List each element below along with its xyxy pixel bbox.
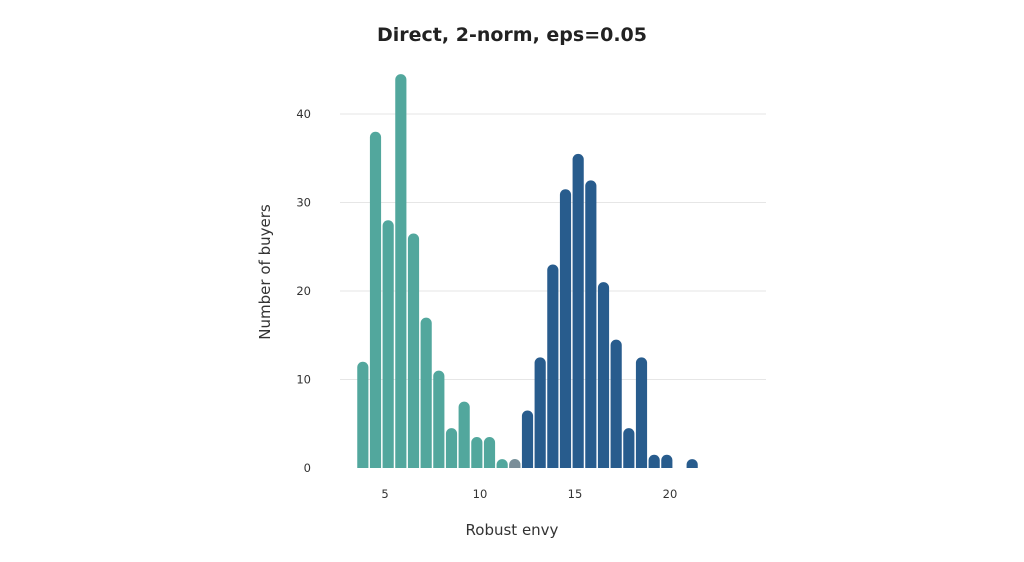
bar-series-b — [534, 357, 546, 468]
bar-series-b — [547, 264, 559, 468]
y-tick-label: 20 — [296, 284, 311, 298]
x-tick-label: 5 — [381, 487, 388, 501]
bar-series-a — [458, 401, 470, 468]
bar-series-a — [357, 361, 369, 468]
x-axis-ticks: 5 10 15 20 — [381, 487, 677, 501]
x-tick-label: 15 — [568, 487, 583, 501]
y-axis-ticks: 0 10 20 30 40 — [296, 107, 311, 475]
bar-series-b — [661, 454, 673, 468]
y-tick-label: 40 — [296, 107, 311, 121]
bar-series-a — [369, 131, 382, 468]
bar-series-b — [648, 454, 660, 468]
bar-series-b — [623, 428, 635, 468]
bar-series-b — [559, 189, 572, 468]
bar-series-a — [471, 437, 483, 468]
bar-series-b — [635, 357, 648, 468]
bar-series-b — [610, 339, 622, 468]
bar-series-b — [585, 180, 597, 468]
bar-series-b — [597, 282, 610, 468]
y-tick-label: 0 — [304, 461, 311, 475]
x-tick-label: 10 — [473, 487, 488, 501]
y-tick-label: 30 — [296, 196, 311, 210]
bar-series-b — [686, 459, 698, 468]
y-tick-label: 10 — [296, 373, 311, 387]
bar-series-a — [382, 220, 394, 468]
bar-series-a — [395, 74, 407, 469]
y-axis-label: Number of buyers — [256, 204, 274, 340]
bar-series-b — [572, 153, 584, 468]
bar-series-b — [521, 410, 534, 468]
chart-title: Direct, 2-norm, eps=0.05 — [377, 24, 647, 46]
bar-series-a — [445, 428, 458, 468]
x-axis-label: Robust envy — [466, 521, 559, 539]
bar-series-a — [496, 459, 508, 468]
bar-series-a — [420, 317, 432, 468]
bar-series-a — [407, 233, 420, 468]
bar-series-b — [509, 459, 521, 468]
bars — [357, 74, 698, 469]
bar-series-a — [483, 437, 496, 468]
x-tick-label: 20 — [663, 487, 678, 501]
bar-series-a — [433, 370, 445, 468]
